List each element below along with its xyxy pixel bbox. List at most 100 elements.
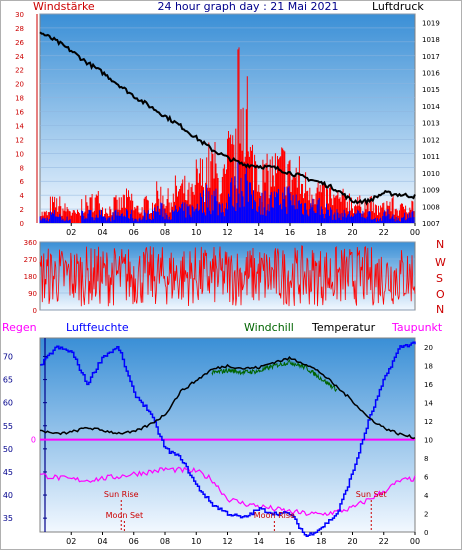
x-tick-label: 12: [222, 537, 232, 546]
humidity-tick-label: 65: [3, 376, 13, 385]
humidity-tick-label: 45: [3, 468, 13, 477]
temperature-line: [39, 356, 416, 440]
x-tick-label: 22: [379, 537, 389, 546]
compass-n-top: N: [436, 238, 444, 251]
compass-labels: N W S O N: [435, 238, 446, 316]
pressure-tick-label: 1011: [422, 153, 440, 161]
x-tick-label: 16: [285, 537, 295, 546]
x-tick-label: 18: [316, 228, 326, 237]
wind-speed-tick-label: 16: [15, 109, 24, 117]
wind-speed-tick-label: 4: [20, 192, 25, 200]
direction-tick-label: 180: [24, 273, 37, 281]
wind-speed-tick-label: 26: [15, 39, 24, 47]
humidity-tick-label: 70: [3, 352, 13, 361]
wind-speed-title: Windstärke: [33, 0, 95, 13]
humidity-tick-label: 40: [3, 491, 13, 500]
x-tick-label: 18: [316, 537, 326, 546]
pressure-tick-label: 1018: [422, 36, 440, 44]
pressure-tick-label: 1017: [422, 53, 440, 61]
x-tick-label: 20: [347, 537, 357, 546]
pressure-tick-label: 1015: [422, 86, 440, 94]
wind-speed-tick-label: 0: [20, 220, 24, 228]
humidity-tick-label: 60: [3, 399, 13, 408]
wind-speed-tick-label: 8: [20, 164, 24, 172]
temperature-tick-label: 12: [424, 418, 433, 426]
compass-s: S: [436, 272, 443, 285]
temperature-tick-label: 4: [424, 492, 429, 500]
x-tick-label: 02: [66, 228, 76, 237]
wind-speed-tick-label: 28: [15, 25, 24, 33]
legend-regen: Regen: [2, 321, 37, 334]
temperature-tick-label: 0: [424, 529, 428, 537]
x-tick-label: 04: [97, 228, 107, 237]
dew-point-line: [40, 466, 416, 517]
temperature-tick-label: 8: [424, 455, 428, 463]
x-tick-label: 12: [222, 228, 232, 237]
humidity-tick-label: 55: [3, 422, 13, 431]
x-tick-label: 04: [97, 537, 107, 546]
event-label: Sun Set: [356, 490, 387, 499]
pressure-tick-label: 1019: [422, 19, 440, 27]
temperature-tick-label: 2: [424, 511, 428, 519]
pressure-tick-label: 1009: [422, 187, 440, 195]
pressure-tick-label: 1013: [422, 120, 440, 128]
pressure-tick-label: 1012: [422, 136, 440, 144]
humidity-tick-label: 35: [3, 514, 13, 523]
temperature-tick-label: 16: [424, 381, 433, 389]
wind-speed-tick-label: 6: [20, 178, 25, 186]
legend-taupunkt: Taupunkt: [391, 321, 443, 334]
wind-speed-tick-label: 10: [15, 150, 24, 158]
pressure-tick-label: 1010: [422, 170, 440, 178]
x-tick-label: 02: [66, 537, 76, 546]
wind-speed-tick-label: 24: [15, 53, 24, 61]
x-tick-label: 00: [410, 228, 420, 237]
pressure-tick-label: 1007: [422, 220, 440, 228]
wind-direction-panel: 0 90 180 270 360: [24, 239, 416, 315]
x-tick-label: 14: [254, 228, 264, 237]
legend-luftfeuchte: Luftfeuchte: [66, 321, 129, 334]
wind-speed-tick-label: 20: [15, 81, 24, 89]
event-label: Moon Set: [106, 511, 143, 520]
wind-speed-tick-label: 18: [15, 95, 24, 103]
temperature-tick-label: 10: [424, 437, 433, 445]
humidity-tick-label: 50: [3, 445, 13, 454]
chart-title: 24 hour graph day : 21 Mai 2021: [157, 0, 338, 13]
compass-w: W: [435, 256, 446, 269]
wind-direction-series: [39, 245, 416, 307]
pressure-tick-label: 1008: [422, 203, 440, 211]
legend-temperatur: Temperatur: [311, 321, 376, 334]
x-tick-label: 14: [254, 537, 264, 546]
direction-tick-label: 360: [24, 239, 37, 247]
direction-tick-label: 0: [33, 307, 37, 315]
temperature-tick-label: 20: [424, 344, 433, 352]
compass-o: O: [436, 288, 445, 301]
legend-windchill: Windchill: [244, 321, 294, 334]
x-tick-label: 22: [379, 228, 389, 237]
pressure-tick-label: 1016: [422, 70, 440, 78]
x-tick-label: 10: [191, 537, 201, 546]
legend: Regen Luftfeuchte Windchill Temperatur T…: [2, 321, 443, 334]
x-tick-label: 08: [160, 537, 170, 546]
x-tick-label: 08: [160, 228, 170, 237]
wind-pressure-panel: 0246810121416182022242628301007100810091…: [15, 11, 440, 237]
x-tick-label: 06: [129, 537, 139, 546]
pressure-line: [39, 31, 416, 206]
x-tick-label: 16: [285, 228, 295, 237]
temperature-tick-label: 18: [424, 363, 433, 371]
event-label: Moon Rise: [254, 511, 295, 520]
pressure-tick-label: 1014: [422, 103, 440, 111]
wind-speed-tick-label: 12: [15, 136, 24, 144]
temperature-tick-label: 14: [424, 400, 433, 408]
pressure-title: Luftdruck: [372, 0, 424, 13]
wind-speed-tick-label: 22: [15, 67, 24, 75]
x-tick-label: 06: [129, 228, 139, 237]
direction-tick-label: 270: [24, 256, 37, 264]
wind-speed-tick-label: 2: [20, 206, 24, 214]
wind-speed-tick-label: 14: [15, 122, 24, 130]
direction-tick-label: 90: [28, 290, 37, 298]
event-label: Sun Rise: [104, 490, 139, 499]
compass-n-bottom: N: [436, 303, 444, 316]
